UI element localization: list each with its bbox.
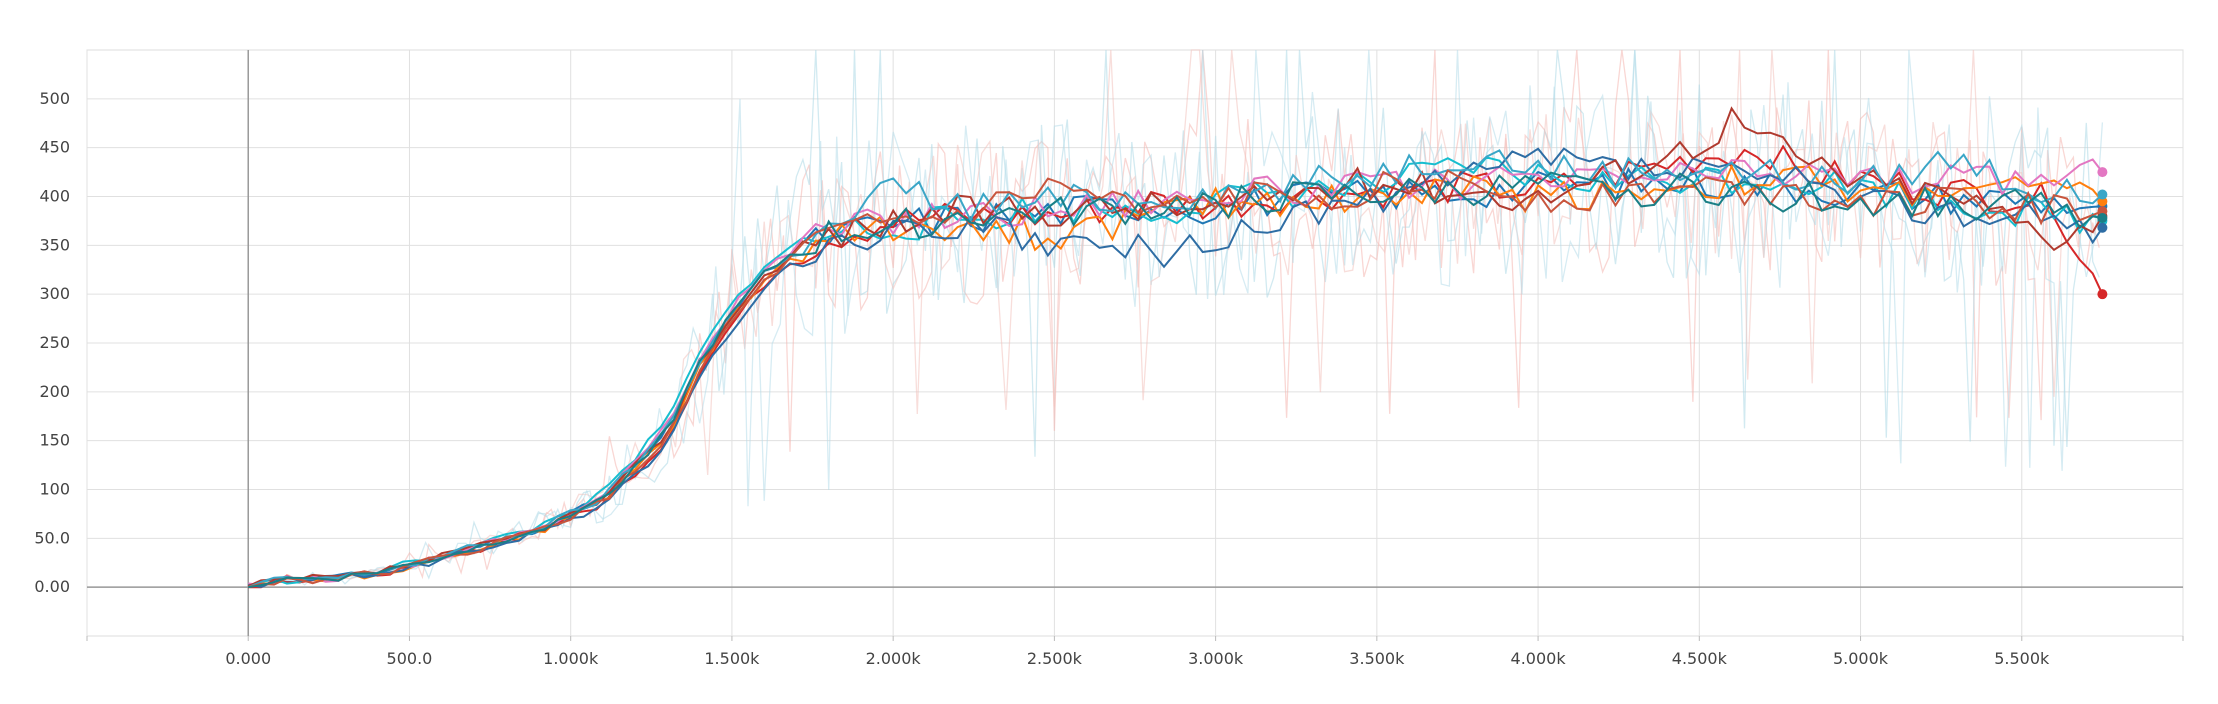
y-tick-label: 100: [39, 480, 70, 499]
y-tick-label: 450: [39, 138, 70, 157]
x-tick-label: 0.000: [225, 649, 271, 668]
x-tick-label: 4.500k: [1672, 649, 1728, 668]
x-tick-label: 4.000k: [1511, 649, 1567, 668]
x-tick-label: 500.0: [387, 649, 433, 668]
smoothed-series: [247, 106, 2108, 589]
series-end-point: [2097, 212, 2108, 223]
y-tick-label: 350: [39, 235, 70, 254]
x-tick-label: 1.500k: [704, 649, 760, 668]
y-tick-label: 400: [39, 187, 70, 206]
series-line: [248, 158, 2104, 586]
y-tick-label: 300: [39, 284, 70, 303]
x-tick-label: 3.000k: [1188, 649, 1244, 668]
y-tick-label: 200: [39, 382, 70, 401]
y-tick-labels: 0.00 50.0 100 150 200 250 300 350 400 450 500: [34, 89, 70, 596]
x-tick-label: 3.500k: [1349, 649, 1405, 668]
x-tick-labels: 0.000 500.0 1.000k 1.500k 2.000k 2.500k 3.000k…: [225, 649, 2050, 668]
y-tick-label: 150: [39, 431, 70, 450]
x-tick-label: 5.000k: [1833, 649, 1889, 668]
series-end-point: [2097, 167, 2108, 178]
x-tick-label: 2.500k: [1027, 649, 1083, 668]
y-tick-label: 50.0: [34, 528, 70, 547]
series-line: [248, 171, 2103, 589]
series-line: [247, 149, 2104, 589]
series-end-point: [2097, 222, 2108, 233]
y-tick-label: 250: [39, 333, 70, 352]
series-end-point: [2097, 196, 2108, 207]
x-tick-label: 5.500k: [1994, 649, 2050, 668]
x-tick-label: 2.000k: [866, 649, 922, 668]
series-end-point: [2097, 289, 2108, 300]
x-tick-label: 1.000k: [543, 649, 599, 668]
faint-series-line: [248, 49, 2100, 588]
axes: [87, 50, 2183, 636]
series-end-point: [2097, 206, 2108, 217]
series-end-point: [2097, 189, 2108, 200]
y-tick-label: 0.00: [34, 577, 70, 596]
series-line: [247, 169, 2103, 589]
y-tick-label: 500: [39, 89, 70, 108]
